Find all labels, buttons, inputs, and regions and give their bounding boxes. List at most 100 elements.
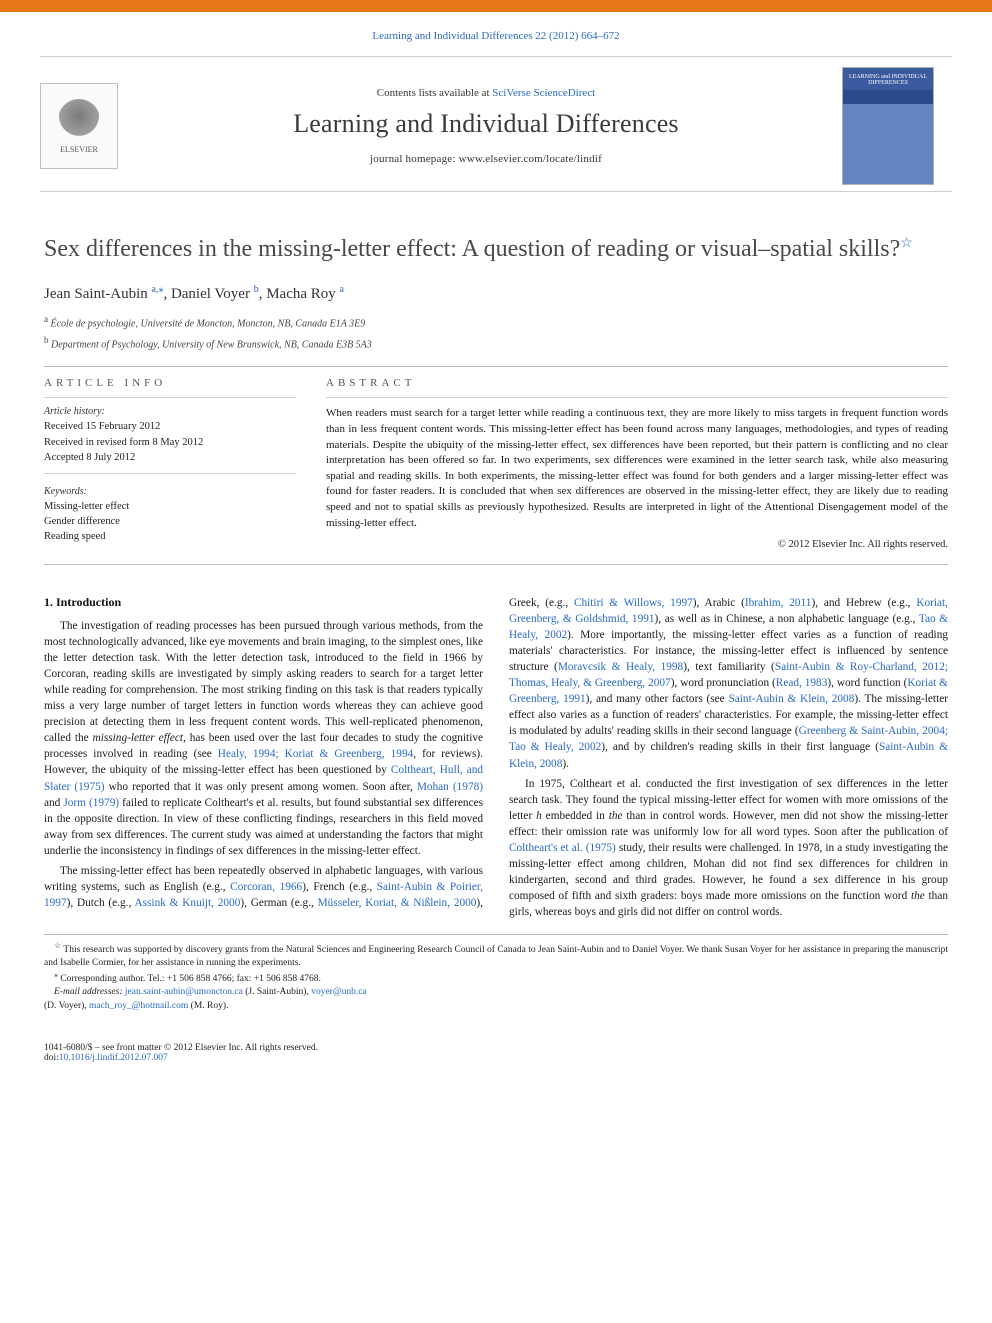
- divider: [44, 564, 948, 565]
- cite-link[interactable]: Ibrahim, 2011: [745, 597, 812, 609]
- header-accent-bar: [0, 0, 992, 12]
- history-revised: Received in revised form 8 May 2012: [44, 435, 296, 450]
- cite-link[interactable]: Müsseler, Koriat, & Nißlein, 2000: [318, 897, 477, 909]
- text: The investigation of reading processes h…: [44, 620, 483, 744]
- text: ), word pronunciation (: [671, 677, 776, 689]
- divider: [44, 366, 948, 367]
- text: ).: [562, 758, 569, 770]
- divider: [44, 397, 296, 398]
- text: ), and by children's reading skills in t…: [601, 741, 879, 753]
- doi-pre: doi:: [44, 1053, 59, 1063]
- author-2: Daniel Voyer: [171, 286, 254, 302]
- article-title: Sex differences in the missing-letter ef…: [44, 234, 948, 266]
- text: ), German (e.g.,: [240, 897, 317, 909]
- issue-citation: Learning and Individual Differences 22 (…: [40, 30, 952, 42]
- text: ), word function (: [827, 677, 907, 689]
- footnote-funding: ☆ This research was supported by discove…: [44, 941, 948, 970]
- history-label: Article history:: [44, 406, 296, 417]
- journal-name: Learning and Individual Differences: [148, 109, 824, 139]
- author-3-affil: a: [340, 284, 344, 295]
- section-heading-intro: 1. Introduction: [44, 595, 483, 610]
- affiliation-b: b Department of Psychology, University o…: [44, 334, 948, 353]
- cite-link[interactable]: Coltheart's et al. (1975): [509, 842, 616, 854]
- journal-home-url: www.elsevier.com/locate/lindif: [459, 153, 602, 165]
- article-info-col: article info Article history: Received 1…: [44, 377, 296, 550]
- footnotes: ☆ This research was supported by discove…: [44, 934, 948, 1013]
- elsevier-logo: ELSEVIER: [40, 83, 118, 169]
- divider: [326, 397, 948, 398]
- authors-line: Jean Saint-Aubin a,⁎, Daniel Voyer b, Ma…: [44, 284, 948, 303]
- elsevier-tree-icon: [58, 99, 100, 141]
- cover-label: LEARNING and INDIVIDUAL DIFFERENCES: [843, 74, 933, 86]
- fn-text: Corresponding author. Tel.: +1 506 858 4…: [58, 974, 321, 984]
- cite-link[interactable]: Read, 1983: [776, 677, 828, 689]
- cite-link[interactable]: Assink & Knuijt, 2000: [134, 897, 240, 909]
- email-who: (J. Saint-Aubin),: [243, 987, 311, 997]
- email-link[interactable]: voyer@unb.ca: [311, 987, 366, 997]
- doi-line: doi:10.1016/j.lindif.2012.07.007: [44, 1053, 318, 1063]
- email-link[interactable]: jean.saint-aubin@umoncton.ca: [125, 987, 243, 997]
- abstract-col: abstract When readers must search for a …: [326, 377, 948, 550]
- footnote-corresponding: ⁎ Corresponding author. Tel.: +1 506 858…: [44, 970, 948, 986]
- email-who: (M. Roy).: [188, 1001, 228, 1011]
- author-1: Jean Saint-Aubin: [44, 286, 151, 302]
- affil-text: École de psychologie, Université de Monc…: [48, 318, 365, 329]
- elsevier-label: ELSEVIER: [60, 145, 98, 154]
- contents-pre: Contents lists available at: [377, 87, 492, 99]
- intro-para-3: In 1975, Coltheart et al. conducted the …: [509, 776, 948, 920]
- divider: [44, 473, 296, 474]
- keyword: Reading speed: [44, 529, 296, 544]
- body-two-col: 1. Introduction The investigation of rea…: [44, 595, 948, 920]
- author-3: Macha Roy: [266, 286, 339, 302]
- term-missing-letter-effect: missing-letter effect: [93, 732, 183, 744]
- title-text: Sex differences in the missing-letter ef…: [44, 236, 900, 262]
- email-link[interactable]: mach_roy_@hotmail.com: [89, 1001, 188, 1011]
- cite-link[interactable]: Corcoran, 1966: [230, 881, 302, 893]
- abstract-text: When readers must search for a target le…: [326, 406, 948, 531]
- abstract-copyright: © 2012 Elsevier Inc. All rights reserved…: [326, 539, 948, 550]
- history-received: Received 15 February 2012: [44, 419, 296, 434]
- text: embedded in: [542, 810, 609, 822]
- text: ), and many other factors (see: [586, 693, 729, 705]
- keywords-label: Keywords:: [44, 486, 296, 497]
- journal-cover-thumb: LEARNING and INDIVIDUAL DIFFERENCES: [842, 67, 934, 185]
- front-matter-line: 1041-6080/$ – see front matter © 2012 El…: [44, 1043, 318, 1053]
- text: and: [44, 797, 63, 809]
- email-who: (D. Voyer),: [44, 1001, 89, 1011]
- text: ), text familiarity (: [683, 661, 775, 673]
- email-label: E-mail addresses:: [54, 987, 125, 997]
- cite-link[interactable]: Saint-Aubin & Klein, 2008: [728, 693, 854, 705]
- issue-citation-link[interactable]: Learning and Individual Differences 22 (…: [372, 30, 619, 42]
- cite-link[interactable]: Moravcsik & Healy, 1998: [558, 661, 683, 673]
- journal-home-pre: journal homepage:: [370, 153, 459, 165]
- cite-link[interactable]: Jorm (1979): [63, 797, 119, 809]
- fn-text: This research was supported by discovery…: [44, 945, 948, 968]
- abstract-label: abstract: [326, 377, 948, 389]
- title-footnote-star: ☆: [900, 236, 913, 251]
- affiliation-a: a École de psychologie, Université de Mo…: [44, 313, 948, 332]
- text: ), Arabic (: [693, 597, 745, 609]
- footnote-emails: E-mail addresses: jean.saint-aubin@umonc…: [44, 986, 948, 1012]
- term: the: [609, 810, 623, 822]
- sciencedirect-link[interactable]: SciVerse ScienceDirect: [492, 87, 595, 99]
- journal-header: Learning and Individual Differences 22 (…: [0, 12, 992, 200]
- contents-line: Contents lists available at SciVerse Sci…: [148, 87, 824, 99]
- sep: ,: [163, 286, 171, 302]
- term: the: [911, 890, 925, 902]
- history-accepted: Accepted 8 July 2012: [44, 450, 296, 465]
- keyword: Gender difference: [44, 514, 296, 529]
- text: ), French (e.g.,: [302, 881, 377, 893]
- text: ), Dutch (e.g.,: [67, 897, 135, 909]
- doi-link[interactable]: 10.1016/j.lindif.2012.07.007: [59, 1053, 168, 1063]
- cover-band: [843, 90, 933, 104]
- keyword: Missing-letter effect: [44, 499, 296, 514]
- affil-text: Department of Psychology, University of …: [49, 339, 372, 350]
- article-info-label: article info: [44, 377, 296, 389]
- cite-link[interactable]: Chitiri & Willows, 1997: [574, 597, 693, 609]
- journal-homepage: journal homepage: www.elsevier.com/locat…: [148, 153, 824, 165]
- text: who reported that it was only present am…: [105, 781, 417, 793]
- page-footer: 1041-6080/$ – see front matter © 2012 El…: [0, 1043, 992, 1079]
- cite-link[interactable]: Healy, 1994; Koriat & Greenberg, 1994: [218, 748, 413, 760]
- cite-link[interactable]: Mohan (1978): [417, 781, 483, 793]
- intro-para-1: The investigation of reading processes h…: [44, 618, 483, 858]
